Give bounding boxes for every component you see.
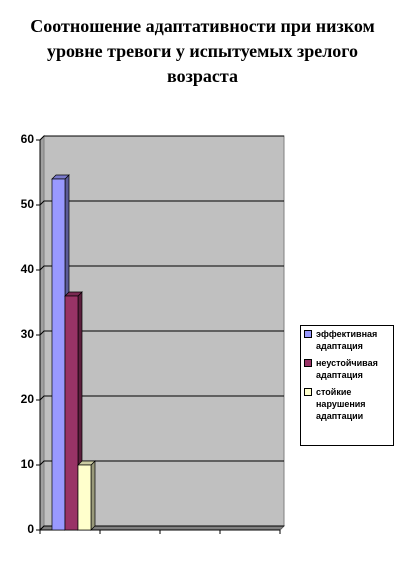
legend-label: неустойчивая адаптация — [316, 358, 378, 380]
legend-swatch — [304, 330, 312, 338]
grid-line — [39, 200, 284, 206]
bar-side — [90, 460, 96, 531]
y-tick-label: 60 — [21, 132, 35, 146]
grid-line — [39, 265, 284, 271]
grid-line — [39, 525, 284, 531]
chart-title: Соотношение адаптативности при низком ур… — [30, 16, 375, 86]
legend-label: стойкие нарушения адаптации — [316, 387, 366, 421]
bar — [64, 291, 83, 531]
y-tick-label: 40 — [21, 262, 35, 276]
y-tick-label: 10 — [21, 457, 35, 471]
grid-line — [39, 460, 284, 466]
bar — [77, 460, 96, 531]
legend-item: неустойчивая адаптация — [304, 357, 390, 381]
grid-line — [39, 330, 284, 336]
legend-swatch — [304, 359, 312, 367]
grid-line — [39, 135, 284, 141]
legend-item: стойкие нарушения адаптации — [304, 386, 390, 422]
bar-front — [77, 464, 92, 531]
bar-front — [51, 178, 66, 531]
legend: эффективная адаптация неустойчивая адапта… — [300, 325, 394, 446]
y-tick-label: 0 — [27, 522, 34, 536]
grid-line — [39, 395, 284, 401]
y-tick-label: 20 — [21, 392, 35, 406]
legend-item: эффективная адаптация — [304, 328, 390, 352]
legend-swatch — [304, 388, 312, 396]
legend-label: эффективная адаптация — [316, 329, 378, 351]
bar — [51, 174, 70, 531]
bar-front — [64, 295, 79, 531]
y-tick-label: 30 — [21, 327, 35, 341]
y-tick-label: 50 — [21, 197, 35, 211]
